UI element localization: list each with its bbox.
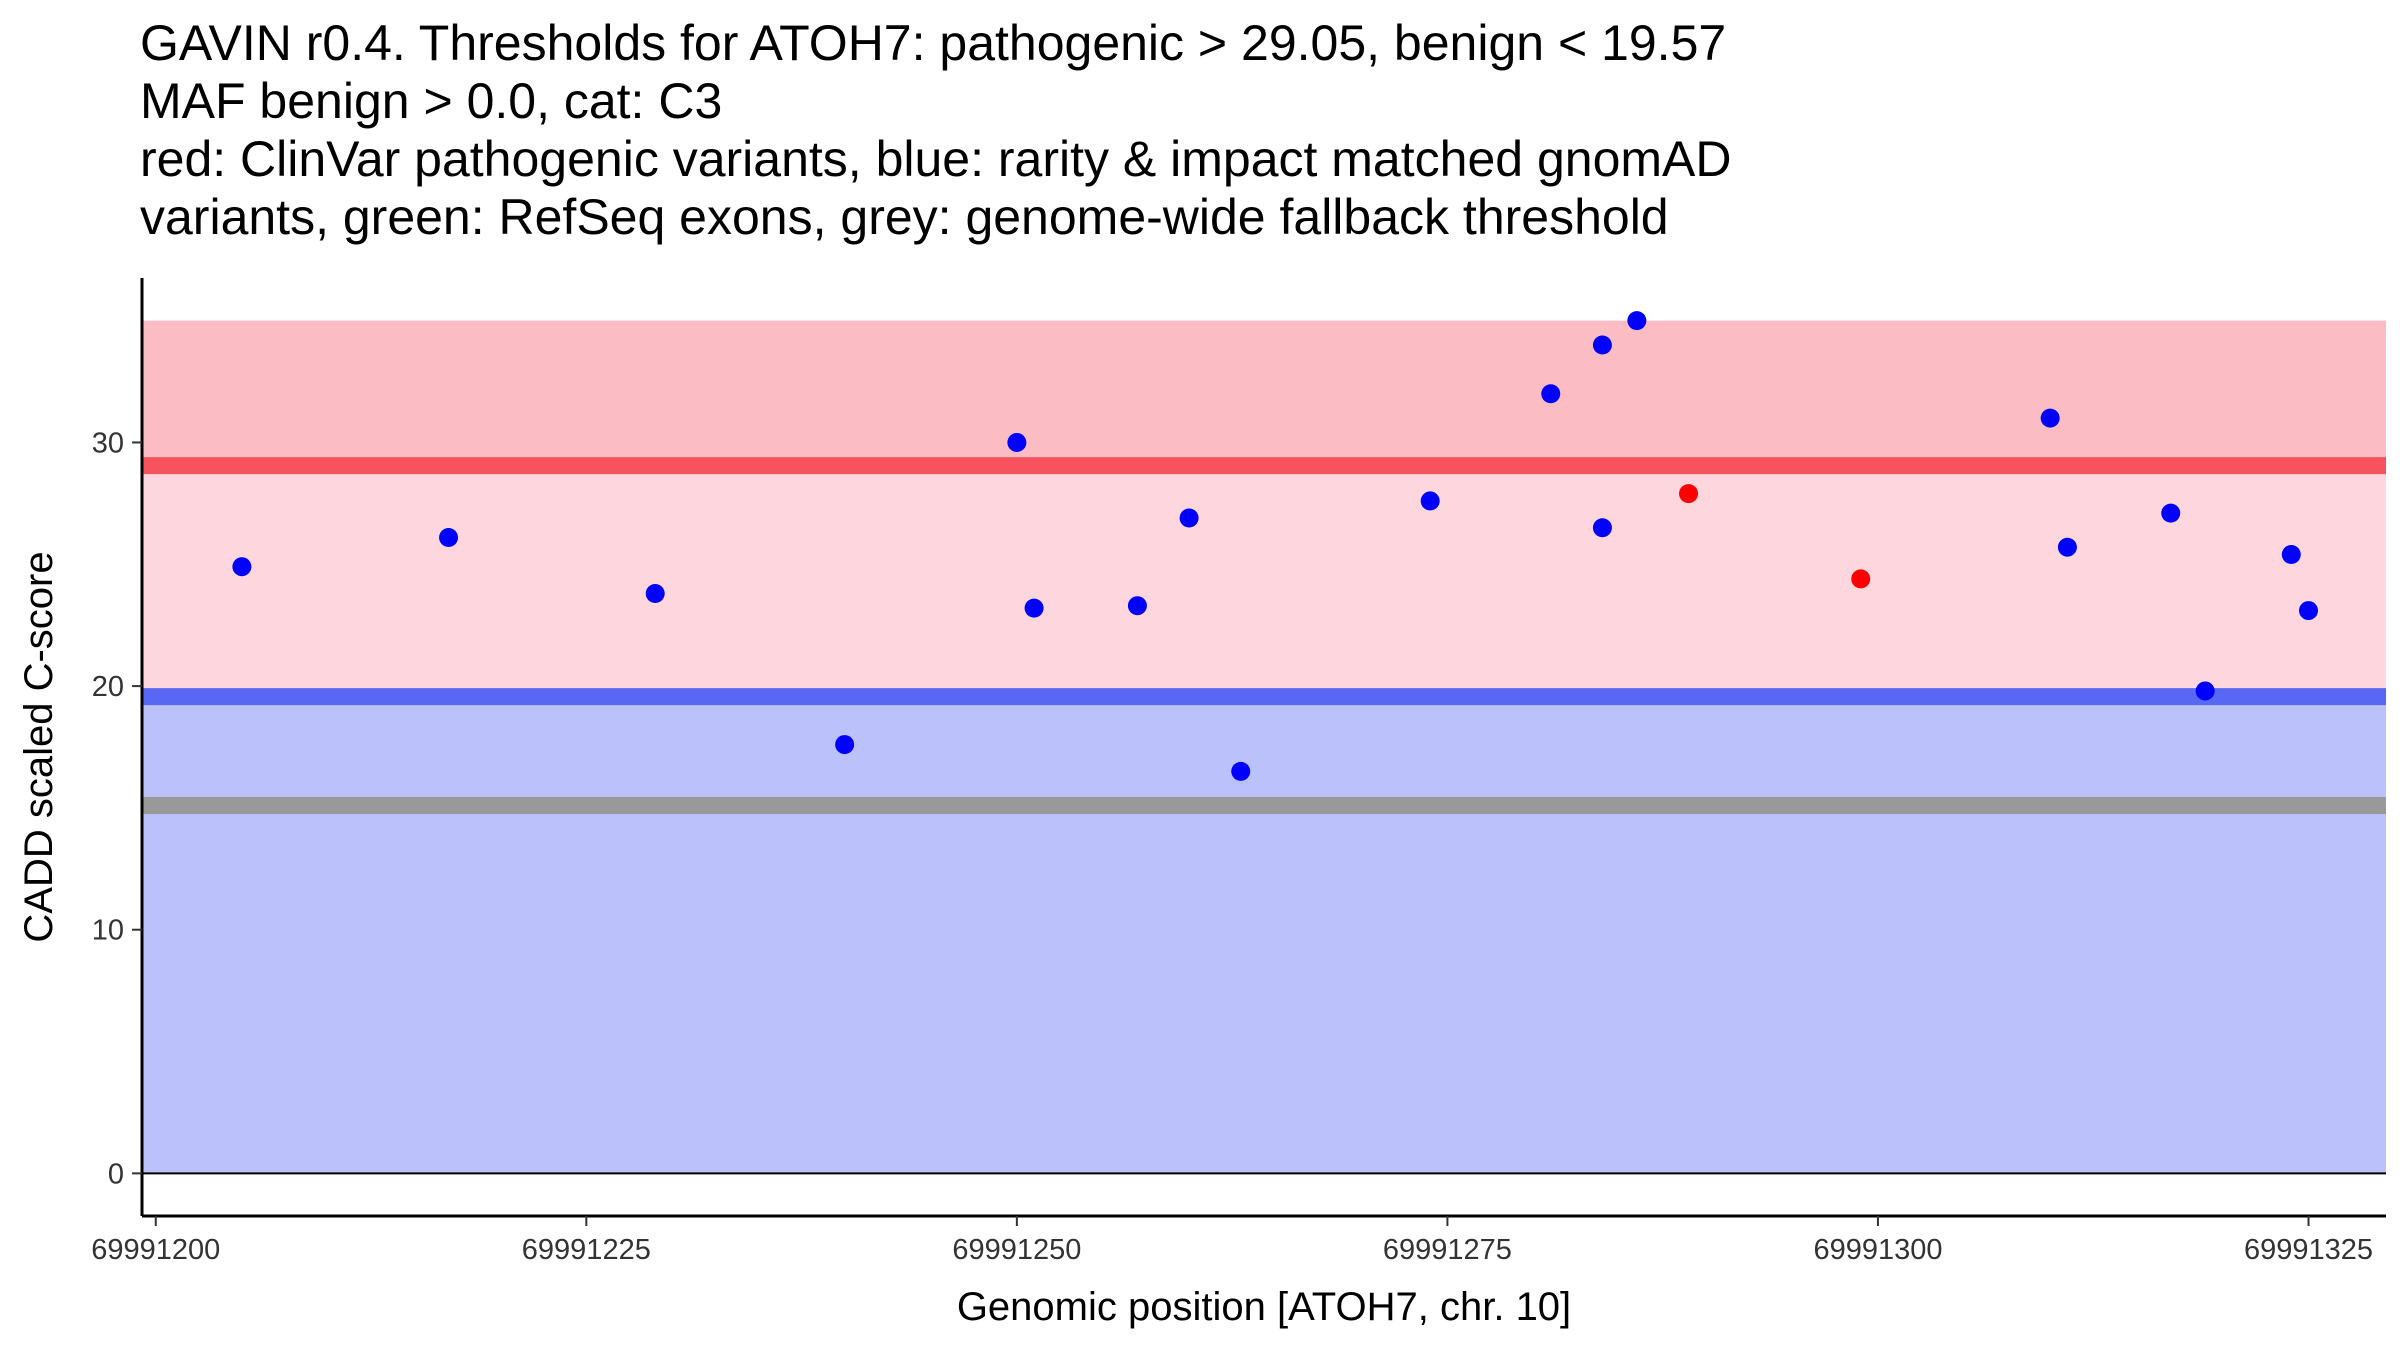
x-tick-label: 69991225 [522, 1234, 651, 1266]
uncertain-region [142, 465, 2386, 697]
gnomad-point [2281, 545, 2301, 565]
gnomad-point [835, 735, 855, 755]
gnomad-point [645, 584, 665, 604]
pathogenic-region [142, 320, 2386, 466]
threshold-lines-layer [142, 457, 2386, 1175]
y-axis-title: CADD scaled C-score [17, 551, 61, 942]
y-tick-label: 20 [92, 671, 124, 703]
clinvar-point [1679, 484, 1699, 504]
y-tick-label: 0 [108, 1158, 124, 1190]
chart-title: GAVIN r0.4. Thresholds for ATOH7: pathog… [140, 14, 2340, 246]
title-line-3: red: ClinVar pathogenic variants, blue: … [140, 131, 1732, 187]
y-tick-label: 10 [92, 915, 124, 947]
x-tick-label: 69991275 [1383, 1234, 1512, 1266]
gnomad-point [1627, 311, 1647, 331]
x-tick-label: 69991325 [2244, 1234, 2373, 1266]
x-tick-label: 69991300 [1813, 1234, 1942, 1266]
title-line-2: MAF benign > 0.0, cat: C3 [140, 73, 723, 129]
gnomad-point [2299, 601, 2319, 621]
gnomad-point [1007, 432, 1027, 452]
x-axis-title: Genomic position [ATOH7, chr. 10] [957, 1285, 1571, 1329]
gnomad-point [2195, 681, 2215, 701]
benign-region [142, 696, 2386, 1174]
gnomad-point [1231, 761, 1251, 781]
gnomad-point [2057, 537, 2077, 557]
gnomad-point [1592, 335, 1612, 355]
regions-layer [142, 320, 2386, 1174]
axes-layer [140, 278, 2386, 1218]
title-line-1: GAVIN r0.4. Thresholds for ATOH7: pathog… [140, 15, 1727, 71]
gnomad-point [1420, 491, 1440, 511]
x-tick-label: 69991200 [91, 1234, 220, 1266]
gnomad-point [1024, 598, 1044, 618]
x-tick-label: 69991250 [952, 1234, 1081, 1266]
ticks-layer: 0 10 20 30 69991200 69991225 69991250 69991275 6… [91, 427, 2373, 1266]
gnomad-point [2040, 408, 2060, 428]
gnomad-point [1127, 596, 1147, 616]
y-tick-label: 30 [92, 427, 124, 459]
gnomad-point [1592, 518, 1612, 538]
gnomad-point [1541, 384, 1561, 404]
gnomad-point [1179, 508, 1199, 528]
gnomad-point [439, 527, 459, 547]
title-line-4: variants, green: RefSeq exons, grey: gen… [140, 189, 1669, 245]
gnomad-point [232, 557, 252, 577]
points-layer [232, 311, 2319, 781]
gnomad-point [2161, 503, 2181, 523]
clinvar-point [1851, 569, 1871, 589]
